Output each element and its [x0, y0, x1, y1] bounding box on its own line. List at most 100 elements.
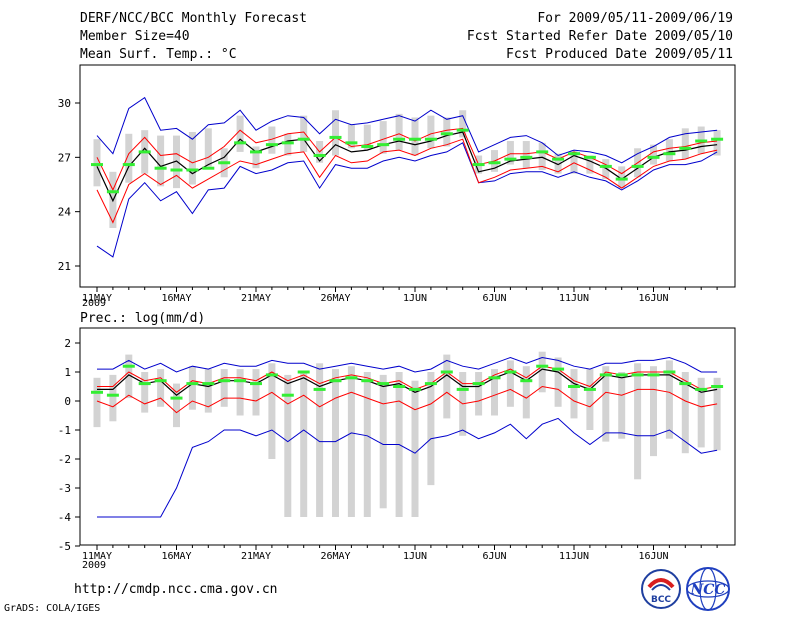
box-day-18: [363, 372, 371, 517]
x-tick-label: 16MAY: [161, 551, 191, 562]
member-size: Member Size=40: [80, 29, 190, 44]
box-day-33: [602, 159, 610, 180]
ncc-logo-text: NCC: [689, 582, 725, 598]
series-upper-spread: [96, 127, 718, 192]
box-day-28: [522, 366, 530, 419]
box-day-5: [157, 135, 165, 187]
box-day-22: [427, 372, 435, 486]
box-day-12: [268, 126, 276, 154]
bcc-logo-text: BCC: [651, 595, 671, 605]
box-day-19: [379, 374, 387, 509]
box-day-5: [157, 369, 165, 407]
series-mean: [96, 131, 718, 203]
box-day-3: [125, 354, 133, 399]
box-day-40: [713, 130, 721, 156]
box-day-7: [188, 131, 196, 185]
box-day-10: [236, 115, 244, 152]
series-mean: [97, 368, 718, 396]
y-tick-label: 24: [58, 206, 72, 219]
box-day-20: [395, 113, 403, 151]
y-tick-label: 0: [64, 395, 71, 408]
x-tick-label: 21MAY: [241, 293, 271, 304]
x-tick-label: 11JUN: [559, 293, 589, 304]
fcst-started-date: Fcst Started Refer Date 2009/05/10: [466, 29, 733, 44]
y-tick-label: -5: [58, 540, 71, 553]
box-day-23: [443, 354, 451, 419]
box-day-18: [363, 124, 371, 151]
ncc-logo: NCC: [686, 567, 730, 611]
box-day-28: [522, 141, 530, 169]
x-tick-label: 26MAY: [320, 551, 350, 562]
forecast-period: For 2009/05/11-2009/06/19: [537, 11, 733, 26]
y-tick-label: 21: [58, 260, 71, 273]
box-day-16: [332, 369, 339, 517]
box-day-30: [554, 357, 562, 407]
box-day-29: [538, 142, 546, 171]
y-tick-label: -2: [58, 453, 71, 466]
box-day-32: [586, 155, 594, 174]
box-day-2: [109, 374, 117, 422]
box-day-39: [697, 377, 705, 448]
x-tick-label: 11MAY: [82, 551, 112, 562]
box-day-36: [650, 144, 657, 165]
box-day-15: [316, 363, 324, 517]
x-tick-label: 6JUN: [482, 293, 506, 304]
box-day-37: [665, 139, 673, 161]
grads-credit: GrADS: COLA/IGES: [4, 603, 101, 614]
x-year-label: 2009: [82, 298, 106, 309]
box-day-37: [665, 360, 673, 439]
x-tick-label: 1JUN: [403, 551, 427, 562]
box-day-13: [284, 133, 292, 156]
box-day-3: [125, 133, 133, 183]
box-day-38: [681, 372, 689, 454]
box-day-17: [347, 366, 355, 517]
box-day-34: [618, 166, 626, 189]
box-day-14: [300, 115, 308, 152]
box-day-1: [93, 139, 101, 187]
variable-label: Mean Surf. Temp.: °C: [80, 47, 237, 62]
box-day-6: [173, 135, 180, 189]
fcst-produced-date: Fcst Produced Date 2009/05/11: [506, 47, 733, 62]
box-day-13: [284, 374, 292, 517]
box-day-34: [618, 372, 626, 439]
box-day-33: [602, 366, 610, 442]
box-day-26: [491, 369, 498, 416]
box-day-23: [443, 117, 451, 147]
series-max: [97, 356, 718, 373]
plot-frame: [79, 327, 736, 546]
series-min: [96, 142, 718, 258]
box-day-4: [141, 372, 149, 413]
box-day-12: [268, 363, 276, 459]
box-day-10: [236, 369, 244, 416]
box-day-27: [506, 141, 514, 165]
box-day-8: [204, 128, 212, 167]
box-day-9: [220, 369, 228, 407]
box-day-40: [713, 377, 721, 451]
x-tick-label: 16MAY: [161, 293, 191, 304]
x-year-label: 2009: [82, 560, 106, 571]
box-day-21: [411, 117, 419, 156]
box-day-36: [650, 366, 657, 457]
box-day-35: [634, 363, 642, 480]
box-day-38: [681, 128, 689, 160]
y-tick-label: 27: [58, 151, 71, 164]
box-day-11: [252, 369, 260, 416]
box-day-22: [427, 115, 435, 149]
box-day-29: [538, 351, 546, 393]
box-day-32: [586, 369, 594, 430]
y-tick-label: 1: [64, 366, 71, 379]
x-tick-label: 21MAY: [241, 551, 271, 562]
box-day-21: [411, 380, 419, 517]
x-tick-label: 1JUN: [403, 293, 427, 304]
y-tick-label: -3: [58, 482, 71, 495]
box-day-8: [204, 369, 212, 413]
precip-panel-title: Prec.: log(mm/d): [80, 311, 205, 326]
source-url[interactable]: http://cmdp.ncc.cma.gov.cn: [74, 582, 278, 597]
y-tick-label: 30: [58, 97, 71, 110]
box-day-30: [554, 153, 562, 174]
x-tick-label: 16JUN: [638, 551, 668, 562]
box-day-17: [347, 124, 355, 149]
box-day-16: [332, 110, 339, 156]
box-day-24: [459, 110, 467, 138]
